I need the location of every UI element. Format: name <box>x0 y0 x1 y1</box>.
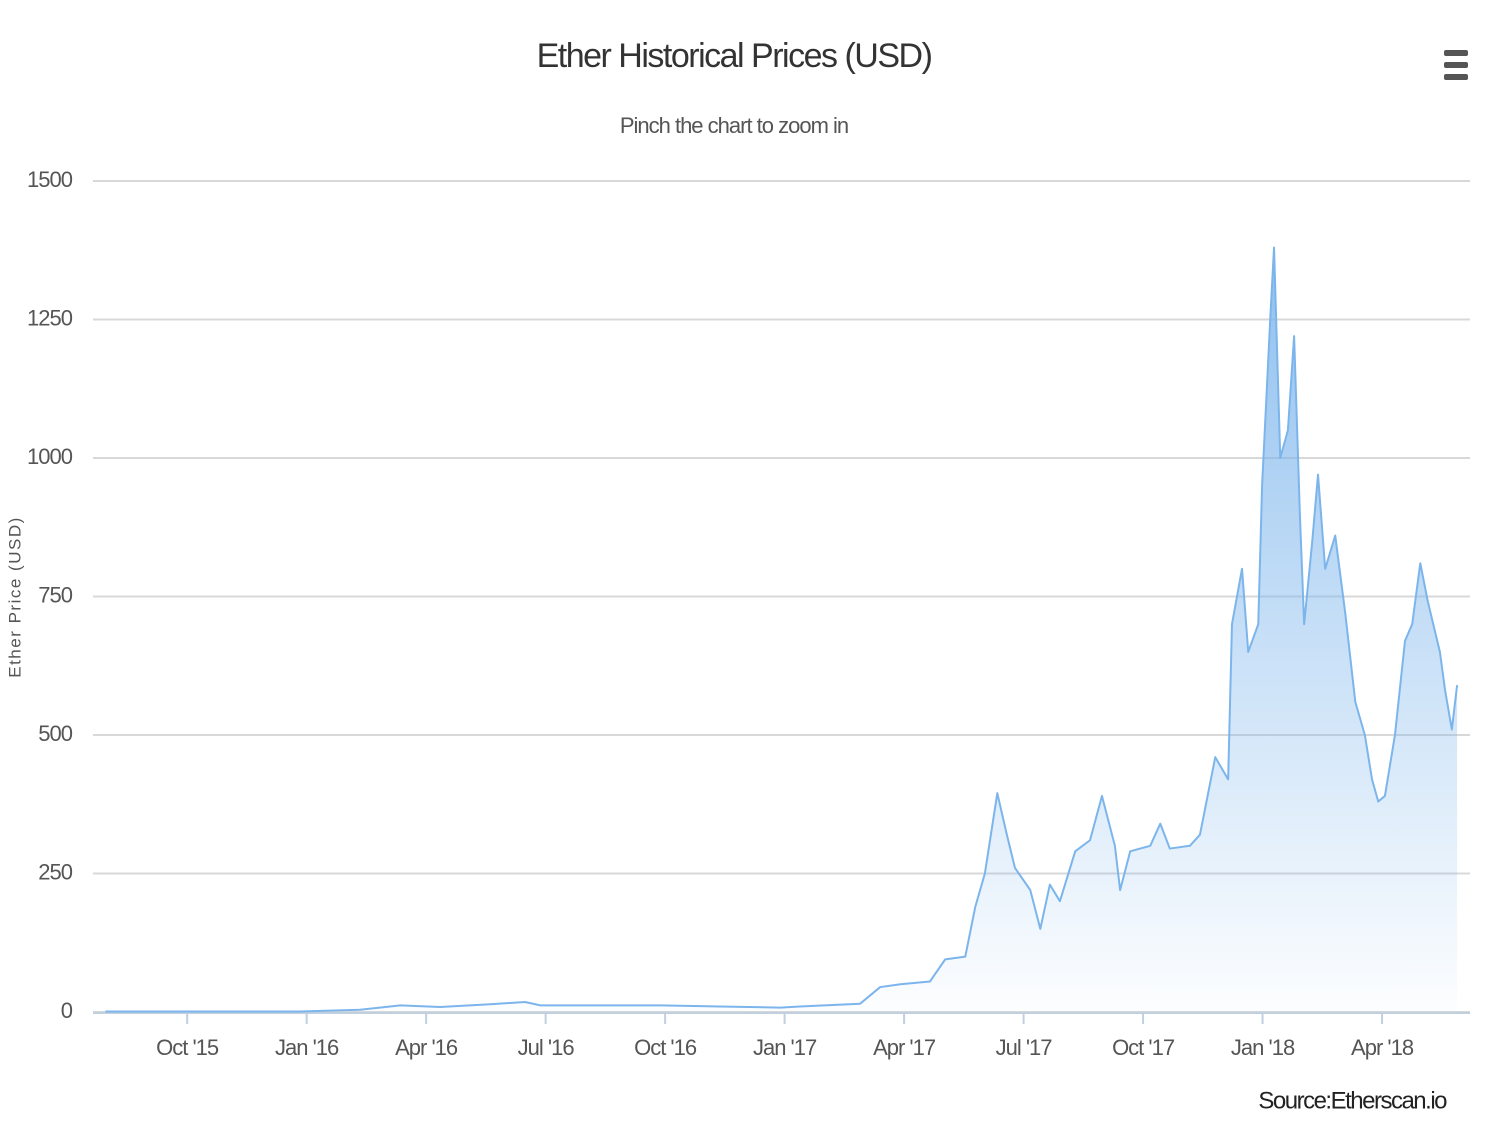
menu-button[interactable] <box>1444 50 1468 80</box>
credit: Source:Etherscan.io <box>1258 1087 1447 1114</box>
menu-bar <box>1444 50 1468 56</box>
menu-bar <box>1444 62 1468 68</box>
y-tick-label: 1500 <box>27 167 73 192</box>
y-tick-label: 500 <box>38 721 72 746</box>
chart-title: Ether Historical Prices (USD) <box>537 37 932 75</box>
y-tick-label: 1000 <box>27 444 73 469</box>
x-tick-label: Jan '18 <box>1231 1035 1295 1060</box>
menu-bar <box>1444 74 1468 80</box>
y-tick-label: 0 <box>61 998 73 1023</box>
x-tick-label: Jul '17 <box>996 1035 1053 1060</box>
x-tick-label: Jan '17 <box>753 1035 817 1060</box>
y-tick-label: 250 <box>38 859 72 884</box>
x-tick-label: Oct '17 <box>1112 1035 1175 1060</box>
x-tick-label: Oct '15 <box>156 1035 219 1060</box>
x-tick-label: Apr '16 <box>395 1035 458 1060</box>
y-tick-label: 1250 <box>27 305 73 330</box>
x-tick-label: Jan '16 <box>275 1035 339 1060</box>
area-fill <box>105 247 1458 1013</box>
chart-subtitle: Pinch the chart to zoom in <box>620 113 848 138</box>
price-line <box>105 246 1459 1013</box>
y-tick-label: 750 <box>38 582 72 607</box>
x-tick-label: Apr '18 <box>1351 1035 1414 1060</box>
y-axis-label: Ether Price (USD) <box>5 516 24 678</box>
x-tick-label: Jul '16 <box>518 1035 575 1060</box>
x-tick-label: Oct '16 <box>634 1035 697 1060</box>
x-tick-label: Apr '17 <box>873 1035 936 1060</box>
